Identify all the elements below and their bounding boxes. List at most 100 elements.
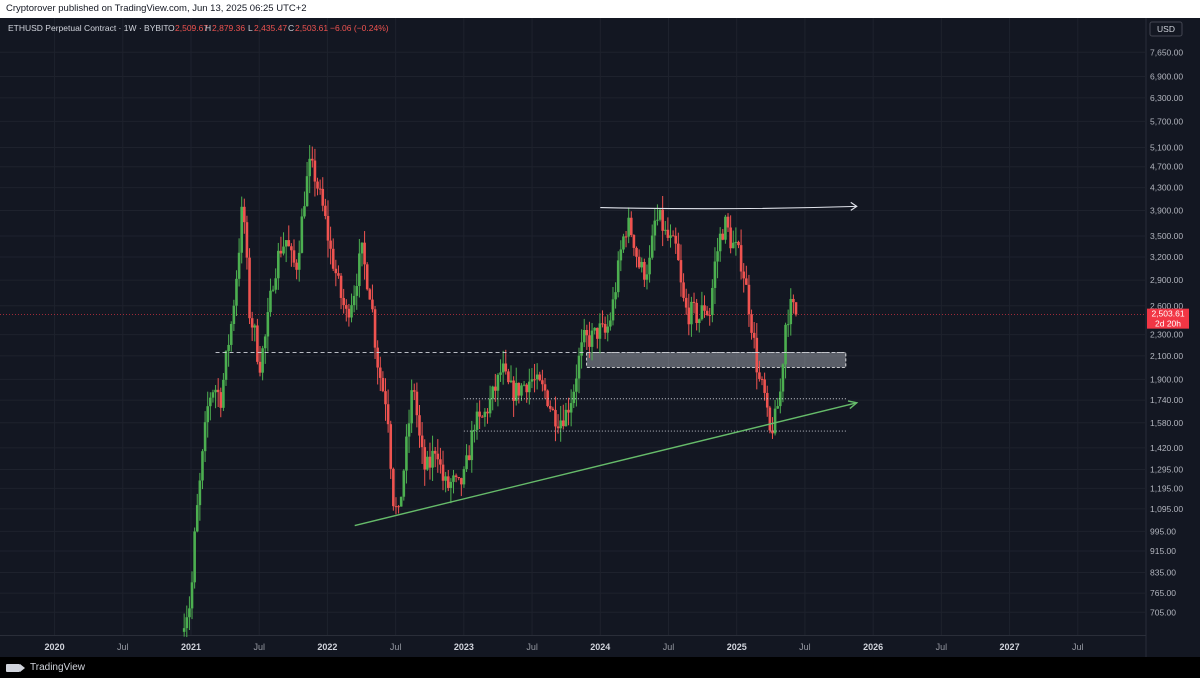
candle-body: [504, 363, 508, 372]
candle-body: [679, 260, 683, 283]
candle-body: [760, 378, 764, 380]
candle-body: [771, 430, 774, 434]
price-tick-label: 2,100.00: [1150, 351, 1183, 361]
candle-body: [185, 617, 189, 629]
candle-body: [274, 278, 277, 290]
candle-body: [794, 302, 798, 315]
candle-body: [219, 392, 223, 408]
candle-body: [206, 406, 210, 423]
candle-body: [551, 408, 555, 410]
tradingview-logo[interactable]: TradingView: [6, 657, 85, 678]
candle-body: [342, 297, 345, 306]
ohlc-c-value: 2,503.61: [295, 23, 328, 33]
candle-body: [627, 217, 630, 237]
candle-body: [444, 476, 447, 481]
candle-body: [572, 391, 576, 404]
zone-box: [586, 352, 847, 368]
candle-body: [569, 403, 573, 413]
candle-body: [530, 379, 534, 382]
candle-body: [240, 206, 244, 253]
ohlc-c-label: C: [288, 23, 294, 33]
candle-body: [426, 456, 429, 470]
candle-body: [405, 436, 408, 471]
tradingview-logo-icon: [6, 663, 25, 672]
candle-body: [277, 250, 280, 279]
candle-body: [201, 451, 204, 481]
price-tick-label: 1,095.00: [1150, 504, 1183, 514]
candle-body: [745, 278, 748, 285]
candle-body: [514, 382, 518, 401]
ohlc-h-value: 2,879.36: [212, 23, 245, 33]
candle-body: [564, 409, 568, 427]
price-tick-label: 835.00: [1150, 568, 1176, 578]
time-tick-label: 2021: [181, 642, 201, 652]
candle-body: [768, 407, 772, 431]
time-tick-label: 2027: [1000, 642, 1020, 652]
candle-body: [763, 379, 766, 393]
candle-body: [292, 250, 296, 263]
candle-body: [365, 264, 369, 290]
candle-body: [279, 250, 283, 254]
candle-body: [512, 380, 515, 401]
time-tick-label: 2020: [45, 642, 65, 652]
candle-body: [428, 456, 432, 468]
candle-body: [674, 235, 678, 244]
candle-body: [392, 468, 395, 507]
chart-canvas[interactable]: 7,650.00 6,900.00 6,300.00 5,700.00 5,100.00…: [0, 18, 1200, 657]
candle-body: [316, 181, 319, 189]
candle-body: [457, 477, 461, 479]
candle-body: [321, 188, 325, 206]
candle-body: [337, 273, 340, 276]
candle-body: [300, 216, 304, 253]
candle-body: [711, 287, 714, 316]
candle-body: [661, 209, 664, 231]
candle-body: [452, 475, 455, 482]
candle-body: [269, 290, 272, 313]
candle-body: [195, 505, 199, 532]
candle-body: [248, 257, 251, 319]
candle-body: [410, 390, 413, 424]
time-tick-label: Jul: [663, 642, 675, 652]
candle-body: [556, 426, 560, 429]
candle-body: [470, 430, 474, 461]
candle-body: [344, 305, 348, 309]
candle-body: [598, 323, 602, 339]
candle-body: [261, 348, 264, 373]
candle-body: [324, 205, 327, 216]
candle-body: [222, 379, 225, 408]
candle-body: [747, 284, 751, 315]
candle-body: [663, 229, 667, 231]
candle-body: [541, 380, 544, 385]
candle-body: [588, 335, 591, 347]
candle-body: [666, 229, 670, 238]
candle-body: [517, 382, 521, 396]
candle-body: [235, 278, 238, 306]
candle-body: [716, 251, 719, 262]
candle-body: [224, 351, 228, 380]
candle-body: [758, 372, 761, 379]
candle-body: [734, 241, 738, 243]
currency-label[interactable]: USD: [1157, 24, 1175, 34]
price-tick-label: 2,300.00: [1150, 330, 1183, 340]
ohlc-o-value: 2,509.67: [175, 23, 208, 33]
candle-body: [376, 347, 379, 368]
candle-body: [520, 385, 523, 396]
price-axis[interactable]: 7,650.00 6,900.00 6,300.00 5,700.00 5,100.00…: [1150, 47, 1183, 617]
currency-button[interactable]: USD: [1149, 21, 1183, 37]
candle-body: [616, 260, 620, 293]
time-axis[interactable]: 2020 Jul 2021 Jul 2022 Jul 2023 Jul 2024 Jul 2025 J…: [45, 642, 1084, 652]
candle-body: [454, 475, 458, 478]
price-tick-label: 3,200.00: [1150, 252, 1183, 262]
candle-body: [355, 286, 359, 296]
candle-body: [543, 384, 547, 391]
candle-body: [750, 314, 753, 333]
price-tick-label: 3,900.00: [1150, 206, 1183, 216]
time-tick-label: Jul: [936, 642, 948, 652]
candle-body: [350, 305, 353, 318]
ohlc-l-label: L: [248, 23, 253, 33]
candle-body: [765, 392, 769, 408]
candle-body: [467, 455, 471, 461]
candle-body: [792, 298, 795, 303]
candle-body: [415, 391, 419, 416]
candle-body: [695, 302, 698, 323]
